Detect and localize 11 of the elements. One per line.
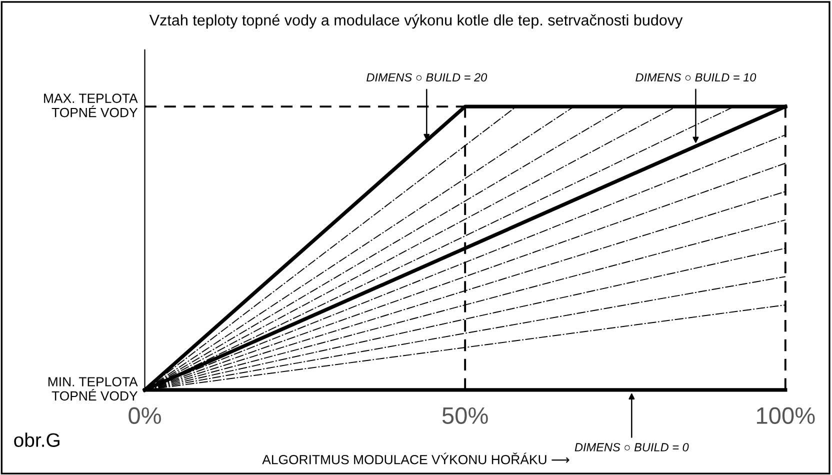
annotation: DIMENS ○ BUILD = 10 bbox=[636, 73, 756, 82]
x-axis-title: ALGORITMUS MODULACE VÝKONU HOŘÁKU ⟶ bbox=[262, 452, 570, 464]
annotation: DIMENS ○ BUILD = 20 bbox=[366, 73, 488, 82]
annotation: MIN. TEPLOTA TOPNÉ VODY bbox=[48, 377, 138, 401]
x-tick-label: 50% bbox=[442, 407, 488, 424]
x-tick-label: 0% bbox=[128, 407, 161, 424]
chart-title: Vztah teploty topné vody a modulace výkonu kotle dle tep. setrvačnosti budovy bbox=[149, 14, 683, 29]
annotation: DIMENS ○ BUILD = 0 bbox=[574, 443, 689, 452]
x-tick-label: 100% bbox=[757, 407, 815, 424]
annotation: MAX. TEPLOTA TOPNÉ VODY bbox=[44, 94, 138, 118]
text: obr.G bbox=[14, 432, 60, 447]
